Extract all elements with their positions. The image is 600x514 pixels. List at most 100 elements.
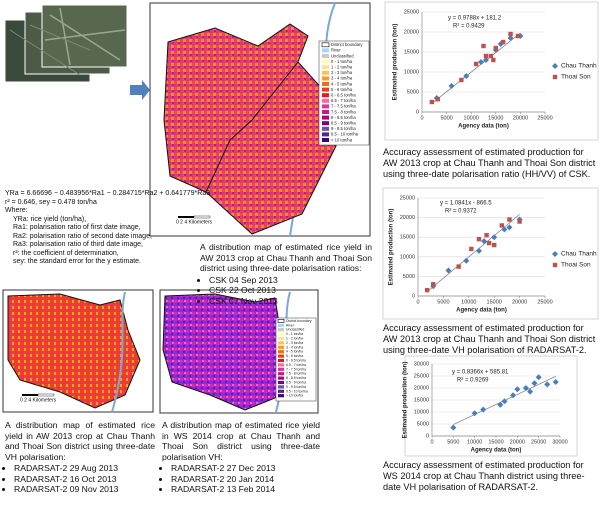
point (491, 234, 498, 241)
legend-label: 5 - 6 ton/ha (331, 87, 353, 92)
point (469, 246, 474, 252)
caption-text: A distribution map of estimated rice yie… (5, 420, 155, 462)
legend-label: 9.5 - 10 ton/ha (286, 389, 308, 393)
point (492, 242, 497, 248)
x-tick-label: 20000 (513, 115, 528, 121)
x-tick-label: 5000 (440, 115, 452, 121)
legend-label: 4 - 5 ton/ha (331, 81, 353, 86)
y-tick-label: 5000 (417, 421, 429, 427)
legend-swatch (278, 332, 284, 336)
trendline-equation: y = 0.8366x + 585.81 (452, 370, 509, 376)
legend-swatch (322, 98, 329, 103)
bullet-item: RADARSAT-2 16 Oct 2013 (14, 474, 155, 485)
legend-label: Unclassified (331, 53, 354, 58)
river (111, 291, 126, 413)
legend-swatch (322, 126, 329, 131)
district-boundary (205, 61, 299, 193)
legend-swatch (278, 380, 284, 385)
legend-label: 3 - 4 ton/ha (286, 345, 303, 349)
legend-swatch (322, 54, 329, 58)
x-tick-label: 25000 (537, 115, 552, 121)
point (522, 385, 529, 391)
legend-marker (552, 63, 558, 69)
point (515, 33, 521, 39)
legend-marker (552, 251, 558, 257)
chart-caption: Accuracy assessment of estimated product… (383, 147, 596, 179)
point (445, 267, 452, 274)
legend-label: Chau Thanh (561, 251, 597, 258)
legend-swatch (278, 372, 284, 376)
point (475, 247, 482, 254)
equation-definition: Ra3: polarisation ratio of third date im… (13, 241, 143, 248)
legend-label: 1 - 2 ton/ha (286, 336, 303, 340)
legend-swatch (322, 87, 329, 92)
point (510, 392, 517, 399)
y-axis-title: Estimated production (ton) (393, 24, 399, 101)
bullet-list: RADARSAT-2 29 Aug 2013RADARSAT-2 16 Oct … (5, 463, 155, 495)
legend-swatch (322, 132, 329, 137)
point (481, 238, 488, 245)
scale-bar (178, 216, 194, 218)
legend-label: 8.5 - 9 ton/ha (286, 380, 306, 384)
legend-swatch (322, 93, 329, 98)
point (486, 240, 492, 246)
map-caption: A distribution map of estimated rice yie… (162, 420, 320, 495)
point (471, 410, 478, 417)
legend-swatch (278, 376, 284, 380)
legend-label: 2 - 3 ton/ha (286, 341, 303, 345)
scale-bar (37, 393, 55, 397)
point (500, 39, 506, 45)
legend-marker (552, 262, 558, 268)
x-tick-label: 15000 (488, 439, 503, 445)
point (450, 424, 457, 431)
legend-label: 8 - 8.5 ton/ha (331, 115, 356, 120)
point (483, 53, 489, 59)
equation-definition: r²: the coefficient of determination, (13, 249, 119, 257)
legend-label: 0 - 1 ton/ha (331, 59, 353, 64)
x-tick-label: 20000 (512, 299, 527, 305)
legend-label: 6.5 - 7 ton/ha (331, 98, 356, 103)
point (456, 264, 461, 269)
legend-label: District boundary (331, 42, 363, 47)
equation-where: Where: (5, 207, 28, 214)
point (508, 31, 513, 37)
legend-label: Chau Thanh (561, 63, 597, 70)
x-tick-label: 0 (430, 439, 433, 445)
legend-label: 3 - 4 ton/ha (331, 76, 353, 81)
bullet-item: RADARSAT-2 27 Dec 2013 (171, 463, 320, 474)
legend-label: 2 - 3 ton/ha (331, 70, 353, 75)
legend-label: 7.5 - 8 ton/ha (331, 109, 356, 114)
legend-label: 6 - 6.5 ton/ha (331, 93, 356, 98)
x-tick-label: 10000 (461, 299, 476, 305)
point (480, 406, 487, 413)
chart-frame (382, 187, 599, 320)
point (473, 61, 479, 67)
point (476, 236, 482, 242)
point (478, 59, 485, 65)
legend-swatch (322, 76, 329, 81)
equation-definition: YRa: rice yield (ton/ha), (13, 215, 87, 223)
equation-definition: Ra1: polarisation ratio of first date im… (13, 224, 141, 231)
r-squared: R² = 0.9372 (445, 209, 477, 215)
bullet-item: CSK 22 Oct 2013 (209, 285, 372, 296)
legend-label: 6 - 6.5 ton/ha (286, 358, 306, 362)
legend-label: District boundary (286, 319, 312, 323)
map-caption: A distribution map of estimated rice yie… (200, 242, 372, 306)
caption-text: A distribution map of estimated rice yie… (162, 420, 320, 462)
legend-swatch (278, 389, 284, 393)
bullet-item: RADARSAT-2 09 Nov 2013 (14, 484, 155, 495)
bullet-item: RADARSAT-2 20 Jan 2014 (171, 474, 320, 485)
legend-label: 6.5 - 7 ton/ha (286, 363, 306, 367)
legend-swatch (278, 394, 284, 398)
x-tick-label: 25000 (537, 299, 552, 305)
legend-swatch (278, 345, 284, 349)
legend-swatch (322, 65, 329, 70)
legend-swatch (278, 367, 284, 371)
satellite-images (4, 4, 128, 83)
y-tick-label: 15000 (400, 235, 415, 241)
y-tick-label: 30000 (414, 361, 429, 367)
legend-swatch (322, 48, 329, 53)
legend-swatch (322, 59, 329, 64)
map-caption: A distribution map of estimated rice yie… (5, 420, 155, 495)
